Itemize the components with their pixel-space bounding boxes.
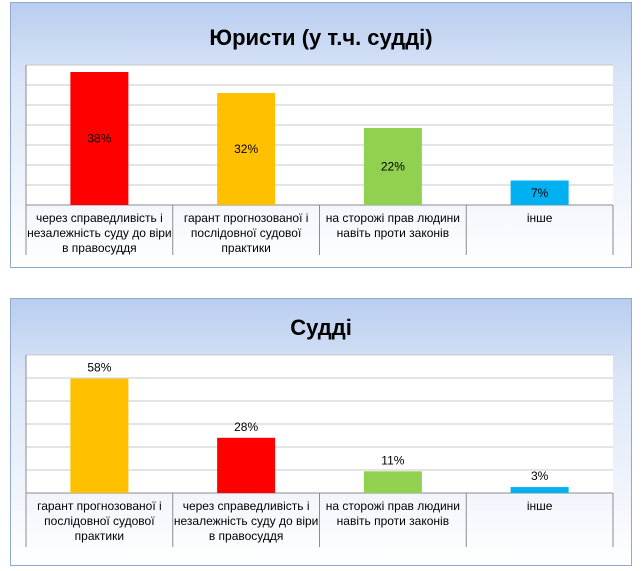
category-label: гарант прогнозованої і послідовної судов… [183,211,309,255]
category-label: інше [526,499,553,513]
data-label: 11% [381,453,404,467]
data-label: 58% [87,361,111,375]
data-label: 32% [234,142,258,156]
chart-panel-lawyers: Юристи (у т.ч. судді) 38% 32% 22% 7% через … [10,2,632,268]
data-label: 7% [531,186,549,200]
category-label: на сторожі прав людини навіть проти зако… [325,211,460,240]
bar-chart-lawyers: 38% 32% 22% 7% [25,64,614,255]
bar-chart-judges: 58% 28% 11% 3% [25,354,614,547]
bar [70,72,129,205]
category-label: через справедливість і незалежність суду… [173,499,319,543]
category-label: на сторожі прав людини навіть проти зако… [325,499,460,528]
chart-panel-judges: Судді 58% 28% 11% 3% гарант прогнозованої і… [10,298,632,566]
category-label: через справедливість і незалежність суду… [27,211,172,255]
bar [217,437,276,493]
bar [510,180,569,205]
data-label: 38% [87,132,111,146]
data-label: 28% [234,420,258,434]
bar [363,471,422,493]
chart-title: Юристи (у т.ч. судді) [209,25,433,50]
category-label: гарант прогнозованої і послідовної судов… [37,499,162,543]
bar [363,128,422,205]
bar [217,93,276,205]
bar [510,487,569,493]
data-label: 22% [381,160,405,174]
bar [70,378,129,493]
data-label: 3% [531,469,549,483]
chart-title: Судді [290,315,352,340]
category-label: інше [526,211,553,225]
